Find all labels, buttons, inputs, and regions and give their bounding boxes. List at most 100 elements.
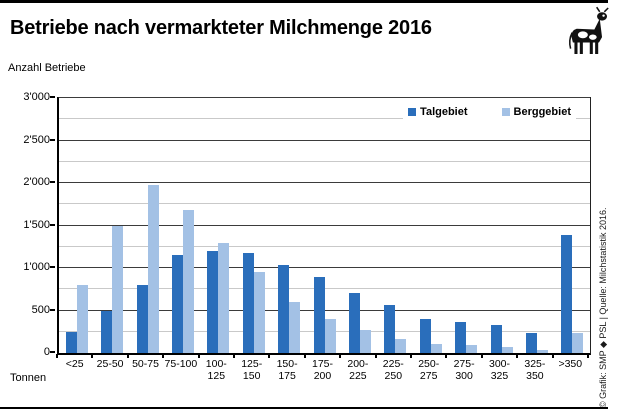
bar-talgebiet [419,319,431,353]
x-tick-mark [126,354,129,358]
plot-area: Talgebiet Berggebiet [57,97,591,355]
bar-berggebiet [536,349,548,353]
bar-talgebiet [384,305,396,353]
bar-berggebiet [76,285,88,353]
bar-berggebiet [182,210,194,353]
bar-talgebiet [242,252,254,353]
x-tick-mark [374,354,377,358]
bar-talgebiet [525,332,537,353]
bar-berggebiet [147,184,159,353]
y-tick-mark [50,308,55,311]
bar-berggebiet [253,272,265,353]
x-tick-mark [551,354,554,358]
x-tick-mark [410,354,412,358]
gridline-major [59,224,590,226]
x-tick-label: 325- 350 [524,358,546,382]
bar-berggebiet [430,343,442,353]
y-tick-mark [50,138,55,141]
x-tick-mark [587,354,589,358]
x-tick-mark [268,354,271,358]
x-tick-label: 200- 225 [347,358,369,382]
berggebiet-swatch-icon [501,108,510,116]
gridline-major [59,309,590,311]
gridline-minor [59,160,590,162]
x-tick-label: 25-50 [96,358,124,370]
x-tick-mark [516,354,519,358]
bar-berggebiet [289,302,301,353]
y-tick-mark [50,181,55,183]
y-tick-label: 2'000 [23,176,50,188]
bar-berggebiet [572,333,584,353]
x-tick-label: 175- 200 [311,358,333,382]
x-axis-title: Tonnen [10,372,47,384]
gridline-major [59,97,590,98]
x-tick-label: 250- 275 [418,358,440,382]
legend-item-berggebiet: Berggebiet [501,106,571,118]
bar-berggebiet [324,319,336,353]
gridline-minor [59,288,590,290]
x-tick-mark [91,354,94,358]
x-tick-mark [445,354,448,358]
legend-label-talgebiet: Talgebiet [420,106,468,118]
x-tick-label: >350 [558,358,583,370]
x-tick-mark [162,354,165,358]
bar-talgebiet [348,292,360,353]
bar-talgebiet [101,310,113,353]
y-tick-label: 1'500 [23,218,50,231]
gridline-minor [59,245,590,247]
x-tick-label: <25 [65,358,84,370]
x-tick-mark [480,354,483,358]
bar-berggebiet [112,225,124,353]
credit-text: © Grafik: SMP ◆ PSL | Quelle: Milchstati… [598,207,608,408]
bar-talgebiet [490,324,502,353]
x-tick-mark [339,354,342,358]
bar-talgebiet [207,251,219,353]
y-tick-label: 3'000 [23,91,50,103]
legend-label-berggebiet: Berggebiet [513,106,571,118]
x-tick-mark [56,354,58,358]
top-rule [0,0,608,3]
gridline-major [59,139,590,141]
y-tick-mark [50,223,55,226]
y-tick-label: 1'000 [23,261,50,273]
y-tick-label: 2'500 [23,133,50,146]
x-tick-label: 50-75 [132,358,159,370]
x-tick-mark [303,354,306,358]
x-tick-label: 150- 175 [276,358,298,382]
bar-berggebiet [466,345,478,353]
y-tick-mark [50,351,55,353]
bar-berggebiet [395,338,407,353]
x-tick-label: 225- 250 [382,358,404,382]
bar-talgebiet [65,331,77,353]
page-title: Betriebe nach vermarkteter Milchmenge 20… [10,17,432,39]
y-tick-mark [50,96,55,98]
bar-talgebiet [278,265,290,353]
x-tick-label: 125- 150 [241,358,263,382]
gridline-minor [59,118,590,120]
gridline-major [59,267,590,268]
x-tick-mark [197,354,200,358]
y-tick-label: 0 [43,346,50,358]
x-tick-label: 100- 125 [205,358,227,382]
bottom-rule [0,407,608,409]
cow-icon [566,5,612,57]
bar-talgebiet [313,277,325,353]
gridline-minor [59,203,590,205]
x-tick-label: 275- 300 [453,358,475,382]
y-axis-title: Anzahl Betriebe [8,62,86,74]
legend-item-talgebiet: Talgebiet [408,106,468,118]
talgebiet-swatch-icon [408,108,417,116]
x-tick-label: 300- 325 [488,358,510,382]
bar-talgebiet [171,255,183,353]
bar-berggebiet [359,330,371,353]
bar-talgebiet [136,285,148,353]
gridline-major [59,182,590,183]
legend: Talgebiet Berggebiet [403,105,576,119]
x-tick-mark [233,354,235,358]
bar-talgebiet [561,234,573,353]
y-tick-label: 500 [31,303,50,316]
bar-talgebiet [455,322,467,353]
bar-berggebiet [218,242,230,353]
x-tick-label: 75-100 [164,358,198,370]
